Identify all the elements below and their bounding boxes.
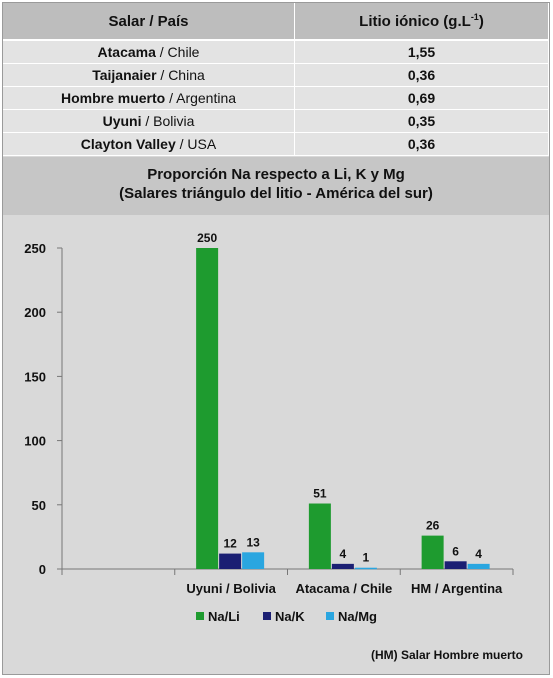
data-label: 1 (363, 551, 370, 565)
bar-na-mg (354, 567, 377, 570)
salar-name: Taijanaier (92, 67, 157, 83)
lithium-value: 1,55 (294, 40, 549, 64)
bar-na-li (196, 248, 219, 569)
data-label: 4 (340, 547, 347, 561)
bar-na-k (331, 563, 354, 569)
y-tick-label: 0 (39, 562, 46, 577)
salar-name: Hombre muerto (60, 90, 166, 106)
salar-country: / USA (175, 136, 217, 152)
salar-name: Clayton Valley (80, 136, 176, 152)
lithium-value: 0,36 (294, 132, 549, 156)
legend-swatch (196, 612, 204, 620)
salar-cell: Atacama / Chile (3, 40, 295, 64)
bar-na-li (308, 503, 331, 569)
salar-table: Salar / País Litio iónico (g.L-1) Atacam… (3, 3, 549, 156)
table-row: Atacama / Chile 1,55 (3, 40, 549, 64)
salar-name: Uyuni (102, 113, 142, 129)
data-label: 6 (452, 544, 459, 558)
x-tick-label: Atacama / Chile (295, 581, 392, 596)
header-litio-ionico: Litio iónico (g.L-1) (294, 3, 549, 41)
chart-area: 0 50 100 150 200 250 Uyuni / Bolivia Atacama / … (3, 217, 549, 641)
legend-label: Na/Li (208, 609, 240, 624)
bar-chart: 0 50 100 150 200 250 Uyuni / Bolivia Atacama / … (24, 231, 514, 624)
x-tick-label: Uyuni / Bolivia (186, 581, 276, 596)
salar-country: / China (156, 67, 205, 83)
data-label: 12 (223, 537, 237, 551)
chart-title-band: Proporción Na respecto a Li, K y Mg (Sal… (3, 157, 549, 215)
chart-title: Proporción Na respecto a Li, K y Mg (147, 166, 405, 183)
lithium-value: 0,69 (294, 86, 549, 110)
data-label: 250 (197, 231, 217, 245)
salar-cell: Taijanaier / China (3, 63, 295, 87)
table-row: Uyuni / Bolivia 0,35 (3, 109, 549, 133)
table-row: Hombre muerto / Argentina 0,69 (3, 86, 549, 110)
legend-swatch (263, 612, 271, 620)
bar-na-li (421, 535, 444, 569)
header-salar-pais: Salar / País (3, 3, 295, 41)
lithium-value: 0,35 (294, 109, 549, 133)
salar-cell: Clayton Valley / USA (3, 132, 295, 156)
salar-country: / Argentina (165, 90, 237, 106)
table-row: Clayton Valley / USA 0,36 (3, 132, 549, 156)
y-tick-label: 200 (24, 305, 46, 320)
header-litio-text: Litio iónico (g.L (359, 13, 471, 30)
table-header-row: Salar / País Litio iónico (g.L-1) (3, 3, 549, 41)
data-label: 51 (313, 487, 327, 501)
salar-country: / Chile (155, 44, 200, 60)
bar-na-mg (242, 552, 265, 569)
x-tick-label: HM / Argentina (411, 581, 503, 596)
lithium-value: 0,36 (294, 63, 549, 87)
footnote: (HM) Salar Hombre muerto (370, 648, 523, 662)
salar-cell: Uyuni / Bolivia (3, 109, 295, 133)
salar-cell: Hombre muerto / Argentina (3, 86, 295, 110)
data-label: 26 (426, 519, 440, 533)
bar-na-k (444, 561, 467, 569)
salar-country: / Bolivia (141, 113, 195, 129)
y-tick-label: 100 (24, 434, 46, 449)
salar-name: Atacama (97, 44, 156, 60)
y-tick-label: 250 (24, 241, 46, 256)
legend-swatch (326, 612, 334, 620)
data-label: 13 (246, 535, 260, 549)
y-tick-label: 50 (32, 498, 46, 513)
header-litio-end: ) (478, 13, 484, 30)
data-label: 4 (475, 547, 482, 561)
legend-label: Na/Mg (338, 609, 377, 624)
table-row: Taijanaier / China 0,36 (3, 63, 549, 87)
bar-na-mg (467, 563, 490, 569)
header-litio-sup: -1 (470, 12, 479, 22)
legend-label: Na/K (275, 609, 305, 624)
y-tick-label: 150 (24, 369, 46, 384)
chart-subtitle: (Salares triángulo del litio - América d… (119, 185, 433, 202)
bar-na-k (219, 553, 242, 569)
